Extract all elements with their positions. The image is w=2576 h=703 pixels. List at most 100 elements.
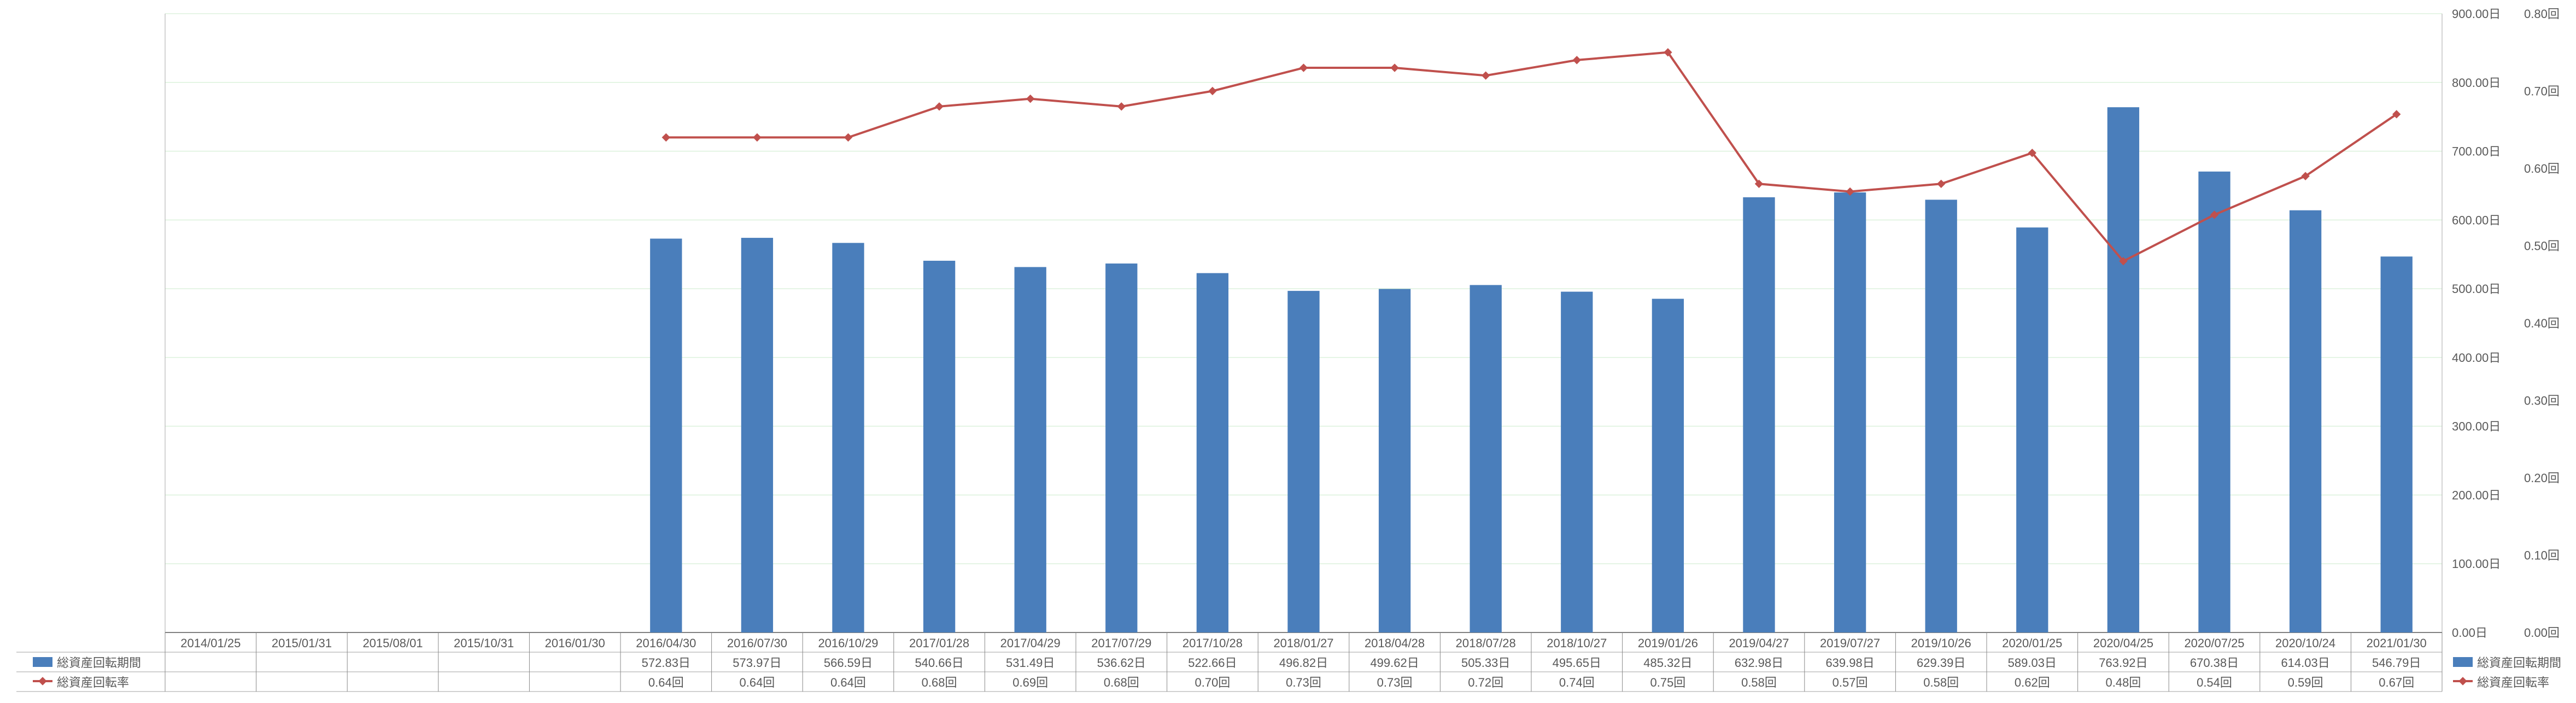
table-bar-value: 546.79日 xyxy=(2372,656,2421,670)
chart-svg: 0.00日100.00日200.00日300.00日400.00日500.00日… xyxy=(0,0,2576,703)
y1-tick-label: 900.00日 xyxy=(2452,7,2501,21)
y1-tick-label: 200.00日 xyxy=(2452,488,2501,502)
bar xyxy=(2290,210,2321,632)
bar xyxy=(1743,197,1775,632)
table-line-value: 0.68回 xyxy=(1104,676,1139,689)
line-marker xyxy=(1117,103,1125,110)
category-label: 2018/10/27 xyxy=(1547,636,1607,650)
bar xyxy=(2016,227,2048,632)
legend-right-bar-icon xyxy=(2453,657,2473,667)
table-bar-value: 572.83日 xyxy=(642,656,690,670)
table-line-value: 0.72回 xyxy=(1468,676,1503,689)
bar xyxy=(2107,107,2139,632)
category-label: 2018/07/28 xyxy=(1456,636,1516,650)
table-bar-value: 531.49日 xyxy=(1006,656,1055,670)
y2-tick-label: 0.70回 xyxy=(2524,85,2560,98)
bar xyxy=(2381,256,2413,632)
category-label: 2016/10/29 xyxy=(818,636,878,650)
table-bar-value: 614.03日 xyxy=(2281,656,2329,670)
y1-tick-label: 600.00日 xyxy=(2452,213,2501,227)
category-label: 2019/07/27 xyxy=(1820,636,1880,650)
bar xyxy=(1287,291,1319,632)
table-bar-value: 522.66日 xyxy=(1188,656,1237,670)
line-marker xyxy=(662,133,670,141)
bar xyxy=(1379,289,1410,632)
y1-tick-label: 0.00日 xyxy=(2452,626,2487,640)
table-line-value: 0.73回 xyxy=(1286,676,1321,689)
legend-diamond-icon xyxy=(39,677,46,685)
table-line-value: 0.58回 xyxy=(1923,676,1959,689)
line-marker xyxy=(1300,64,1308,72)
table-line-value: 0.48回 xyxy=(2105,676,2141,689)
bar xyxy=(1105,263,1137,632)
category-label: 2016/01/30 xyxy=(545,636,605,650)
y2-tick-label: 0.30回 xyxy=(2524,394,2560,408)
category-label: 2019/10/26 xyxy=(1911,636,1971,650)
table-bar-value: 566.59日 xyxy=(824,656,873,670)
y2-tick-label: 0.40回 xyxy=(2524,317,2560,330)
y1-tick-label: 300.00日 xyxy=(2452,420,2501,433)
legend-right-line-label: 総資産回転率 xyxy=(2477,676,2549,689)
line-marker xyxy=(1209,87,1216,95)
chart-container: 0.00日100.00日200.00日300.00日400.00日500.00日… xyxy=(0,0,2576,703)
table-bar-value: 629.39日 xyxy=(1917,656,1965,670)
table-bar-value: 639.98日 xyxy=(1825,656,1874,670)
bar xyxy=(832,243,864,632)
category-label: 2020/10/24 xyxy=(2275,636,2335,650)
category-label: 2015/08/01 xyxy=(362,636,423,650)
line-marker xyxy=(845,133,852,141)
category-label: 2017/10/28 xyxy=(1182,636,1243,650)
table-bar-value: 499.62日 xyxy=(1370,656,1419,670)
table-line-value: 0.64回 xyxy=(830,676,866,689)
bar xyxy=(1834,192,1866,632)
category-label: 2015/10/31 xyxy=(454,636,514,650)
category-label: 2018/04/28 xyxy=(1365,636,1425,650)
line-marker xyxy=(1482,72,1490,79)
line-marker xyxy=(935,103,943,110)
table-line-value: 0.59回 xyxy=(2288,676,2323,689)
y1-tick-label: 100.00日 xyxy=(2452,557,2501,571)
table-line-value: 0.64回 xyxy=(648,676,684,689)
legend-right-bar-label: 総資産回転期間 xyxy=(2477,656,2561,670)
bar xyxy=(650,239,682,632)
table-row2-label: 総資産回転率 xyxy=(57,676,129,689)
bar xyxy=(1652,299,1684,632)
table-bar-value: 496.82日 xyxy=(1279,656,1328,670)
category-label: 2016/07/30 xyxy=(727,636,787,650)
table-bar-value: 505.33日 xyxy=(1461,656,1510,670)
y2-tick-label: 0.50回 xyxy=(2524,239,2560,253)
table-line-value: 0.68回 xyxy=(922,676,957,689)
category-label: 2021/01/30 xyxy=(2367,636,2427,650)
y2-tick-label: 0.20回 xyxy=(2524,471,2560,485)
table-bar-value: 495.65日 xyxy=(1553,656,1601,670)
bar xyxy=(1015,267,1046,632)
y1-tick-label: 500.00日 xyxy=(2452,282,2501,296)
category-label: 2017/07/29 xyxy=(1091,636,1151,650)
y1-tick-label: 700.00日 xyxy=(2452,145,2501,159)
table-row1-label: 総資産回転期間 xyxy=(57,656,141,670)
table-bar-value: 536.62日 xyxy=(1097,656,1146,670)
y2-tick-label: 0.00回 xyxy=(2524,626,2560,640)
category-label: 2016/04/30 xyxy=(636,636,696,650)
legend-bar-icon xyxy=(33,657,52,667)
table-line-value: 0.64回 xyxy=(739,676,775,689)
table-bar-value: 632.98日 xyxy=(1735,656,1783,670)
table-line-value: 0.67回 xyxy=(2379,676,2414,689)
table-bar-value: 763.92日 xyxy=(2099,656,2147,670)
line-marker xyxy=(1391,64,1398,72)
y1-tick-label: 800.00日 xyxy=(2452,76,2501,90)
table-bar-value: 485.32日 xyxy=(1643,656,1692,670)
category-label: 2020/01/25 xyxy=(2002,636,2062,650)
category-label: 2019/04/27 xyxy=(1729,636,1789,650)
category-label: 2020/07/25 xyxy=(2184,636,2244,650)
table-line-value: 0.54回 xyxy=(2197,676,2232,689)
line-marker xyxy=(1027,95,1034,103)
category-label: 2017/04/29 xyxy=(1000,636,1061,650)
table-line-value: 0.69回 xyxy=(1012,676,1048,689)
category-label: 2019/01/26 xyxy=(1638,636,1698,650)
table-line-value: 0.70回 xyxy=(1195,676,1230,689)
table-line-value: 0.73回 xyxy=(1377,676,1413,689)
bar xyxy=(2198,172,2230,632)
table-line-value: 0.75回 xyxy=(1650,676,1685,689)
y2-tick-label: 0.10回 xyxy=(2524,549,2560,563)
